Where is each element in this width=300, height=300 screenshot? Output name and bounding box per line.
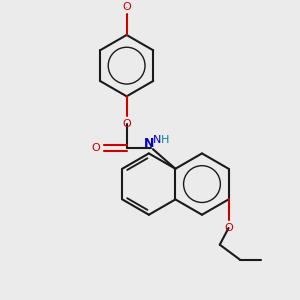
Text: N: N [153,135,161,145]
Text: O: O [122,2,131,12]
Text: O: O [224,223,233,233]
Text: H: H [161,135,169,145]
Text: O: O [92,143,100,153]
Text: N: N [144,137,154,151]
Text: O: O [122,119,131,129]
